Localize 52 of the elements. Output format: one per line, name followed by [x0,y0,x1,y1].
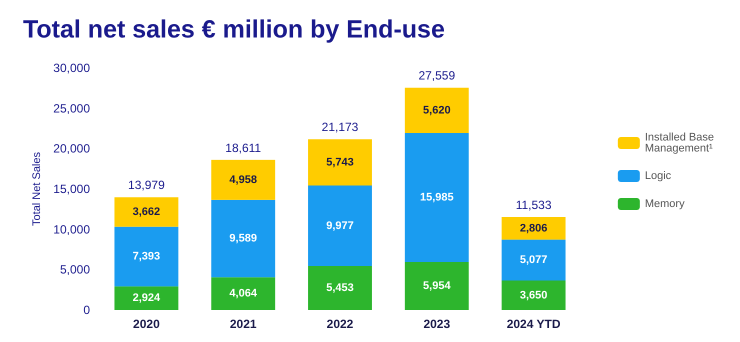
data-label: 4,064 [229,288,258,300]
y-axis-title: Total Net Sales [30,152,43,226]
x-tick-label: 2021 [230,317,257,331]
data-label: 2,806 [520,222,548,234]
total-label: 27,559 [418,68,456,83]
bar [404,133,469,262]
data-label: 15,985 [420,192,454,204]
total-label: 21,173 [322,120,359,134]
data-label: 7,393 [132,250,160,263]
y-tick-label: 10,000 [53,222,90,236]
data-label: 3,650 [520,289,548,302]
bar [308,139,372,186]
bar [308,266,372,310]
legend-label: Installed Base Management¹ [644,132,717,154]
x-tick-label: 2024 YTD [506,317,561,331]
legend-label: Memory [644,198,686,210]
chart-title: Total net sales € million by End-use [23,16,445,44]
y-tick-label: 25,000 [53,101,90,116]
y-tick-label: 0 [83,303,90,317]
bar [114,226,178,286]
y-tick-label: 20,000 [53,142,90,156]
bar [211,160,276,200]
data-label: 3,662 [132,206,160,218]
data-label: 5,453 [326,282,354,294]
bar [502,240,566,281]
bar [211,200,276,278]
total-label: 11,533 [516,198,552,212]
data-label: 5,077 [520,254,548,266]
bar [502,280,566,310]
data-label: 9,977 [326,220,354,232]
bar [114,286,178,310]
y-tick-label: 15,000 [53,182,90,196]
legend-label: Logic [644,170,672,182]
data-label: 4,958 [229,174,257,186]
bar [114,197,178,227]
data-label: 5,954 [423,280,452,292]
bar [404,262,469,310]
x-tick-label: 2020 [133,317,160,331]
total-label: 18,611 [225,140,262,155]
y-tick-label: 30,000 [53,61,90,75]
x-tick-label: 2023 [423,317,450,331]
bar [502,216,566,240]
x-tick-label: 2022 [326,317,354,331]
y-tick-label: 5,000 [60,262,90,277]
data-label: 9,589 [229,232,257,245]
bar [308,186,372,266]
data-label: 5,620 [423,104,451,116]
data-label: 5,743 [326,156,354,168]
bar [404,88,469,134]
bar [211,277,276,310]
data-label: 2,924 [132,292,162,304]
total-label: 13,979 [128,178,166,192]
